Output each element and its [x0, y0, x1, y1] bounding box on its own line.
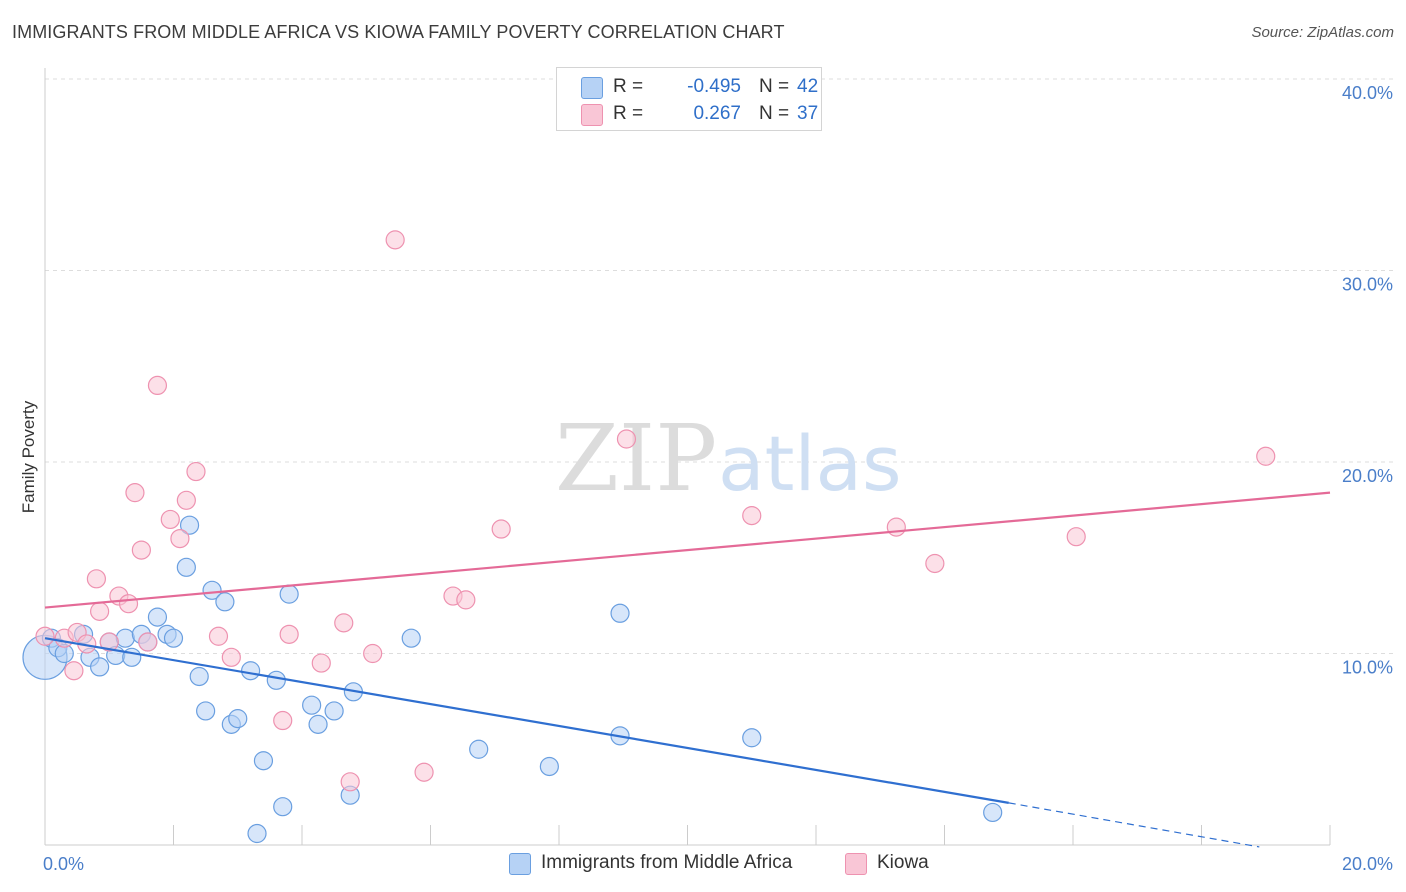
blue-point	[179, 515, 200, 535]
blue-point	[469, 739, 489, 759]
blue-trend-line	[44, 637, 1009, 804]
watermark-atlas: atlas	[718, 419, 902, 508]
pink-point	[742, 506, 762, 526]
blue-point	[163, 628, 184, 648]
pink-point	[886, 517, 906, 537]
pink-point	[616, 429, 637, 449]
pink-point	[363, 643, 383, 664]
pink-point	[311, 653, 331, 673]
pink-point	[118, 594, 139, 614]
blue-point	[176, 557, 196, 577]
legend-n-label: N =	[759, 76, 790, 97]
axes	[44, 68, 1331, 846]
pink-point	[99, 632, 119, 652]
blue-point	[253, 751, 274, 771]
trend-lines	[44, 491, 1331, 848]
blue-point	[202, 580, 222, 600]
blue-point	[189, 666, 209, 687]
blue-point	[273, 797, 293, 817]
blue-point	[247, 823, 267, 844]
pink-point	[334, 613, 354, 633]
pink-point	[925, 553, 945, 574]
pink-point	[221, 647, 241, 667]
legend-r-value: 0.267	[693, 103, 741, 124]
blue-point	[241, 661, 261, 681]
blue-point	[539, 756, 559, 777]
source-credit: Source: ZipAtlas.com	[1251, 24, 1394, 41]
blue-trend-extension	[1008, 802, 1260, 848]
data-points	[22, 230, 1276, 844]
legend-n-value: 42	[797, 76, 819, 97]
blue-point	[215, 592, 235, 612]
gridlines	[45, 78, 1395, 654]
pink-point	[35, 626, 55, 646]
pink-point	[273, 710, 293, 731]
pink-point	[340, 772, 360, 792]
pink-point	[1256, 446, 1276, 466]
blue-point	[324, 701, 344, 721]
watermark: ZIP atlas	[555, 405, 902, 512]
blue-point	[115, 628, 135, 648]
y-tick-label: 10.0%	[1342, 658, 1393, 678]
series-label: Immigrants from Middle Africa	[541, 852, 793, 873]
pink-point	[385, 230, 405, 250]
legend-swatch-blue	[581, 77, 603, 99]
pink-point	[1066, 527, 1086, 547]
legend-swatch-pink	[581, 104, 603, 126]
pink-point	[160, 509, 180, 530]
tick-labels: 10.0% 20.0% 30.0% 40.0% 0.0% 20.0%	[43, 83, 1393, 874]
pink-point	[208, 626, 229, 646]
pink-point	[138, 632, 158, 652]
correlation-legend: R = -0.495 N = 42 R = 0.267 N = 37	[556, 67, 822, 131]
series-label: Kiowa	[877, 852, 929, 873]
blue-point	[90, 657, 110, 677]
blue-point	[401, 628, 421, 648]
blue-point	[266, 670, 286, 690]
blue-point	[308, 714, 328, 734]
x-tick-label: 20.0%	[1342, 854, 1393, 874]
pink-point	[90, 601, 110, 621]
x-tick-label: 0.0%	[43, 854, 84, 874]
y-axis-label: Family Poverty	[19, 400, 38, 513]
pink-point	[64, 661, 84, 681]
pink-point	[279, 624, 299, 644]
blue-point	[147, 607, 168, 627]
blue-point	[279, 584, 299, 604]
blue-point	[983, 802, 1003, 823]
pink-point	[414, 762, 434, 782]
y-tick-label: 30.0%	[1342, 275, 1393, 295]
blue-point	[742, 728, 762, 748]
legend-r-label: R =	[613, 103, 644, 124]
series-swatch-pink	[845, 853, 867, 875]
blue-point	[302, 695, 322, 715]
pink-point	[131, 540, 151, 560]
pink-point	[125, 483, 145, 503]
pink-point	[170, 528, 190, 549]
blue-point	[228, 709, 248, 729]
legend-r-value: -0.495	[687, 76, 741, 97]
blue-point	[610, 603, 630, 623]
pink-point	[456, 590, 476, 610]
chart-title: IMMIGRANTS FROM MIDDLE AFRICA VS KIOWA F…	[12, 22, 785, 42]
y-tick-label: 40.0%	[1342, 83, 1393, 103]
pink-point	[176, 490, 196, 510]
pink-point	[491, 519, 511, 539]
pink-point	[86, 569, 107, 589]
legend-n-value: 37	[797, 103, 819, 124]
blue-point	[196, 701, 216, 721]
legend-n-label: N =	[759, 103, 790, 124]
pink-point	[147, 375, 168, 395]
y-tick-label: 20.0%	[1342, 466, 1393, 486]
legend-r-label: R =	[613, 76, 644, 97]
pink-point	[186, 461, 206, 482]
series-swatch-blue	[509, 853, 531, 875]
pink-trend-line	[44, 491, 1331, 609]
watermark-zip: ZIP	[555, 405, 717, 512]
